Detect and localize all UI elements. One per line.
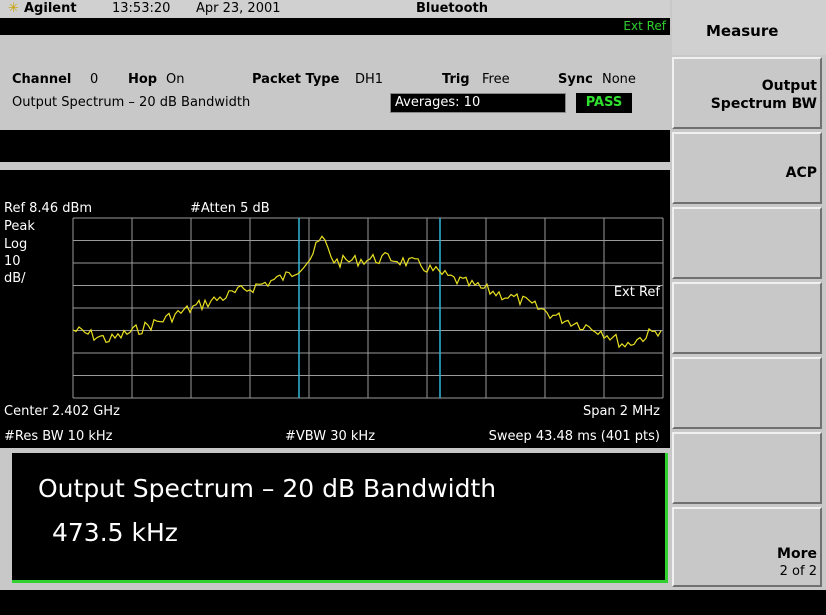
graticule (72, 217, 664, 399)
center-freq: Center 2.402 GHz (4, 404, 120, 419)
softkey[interactable]: ACP (672, 132, 822, 204)
sweep: Sweep 43.48 ms (401 pts) (489, 429, 660, 444)
softkey-label: More (777, 546, 817, 562)
brand: Agilent (24, 1, 77, 16)
softkey[interactable] (672, 207, 822, 279)
trace (72, 235, 662, 349)
softkey[interactable]: More 2 of 2 (672, 507, 822, 587)
value: On (166, 72, 185, 87)
time: 13:53:20 (112, 1, 171, 16)
attenuation: #Atten 5 dB (190, 201, 270, 216)
label: Sync (558, 72, 593, 87)
label: Hop (128, 72, 158, 87)
ref-level: Ref 8.46 dBm (4, 201, 92, 216)
ext-ref: Ext Ref (614, 285, 661, 300)
label: Packet Type (252, 72, 340, 87)
spectrum-display: Ref 8.46 dBm #Atten 5 dB Peak Log 10 dB/… (0, 170, 670, 448)
softkey[interactable] (672, 357, 822, 429)
value: DH1 (355, 72, 384, 87)
scale: 10 (4, 254, 21, 269)
message-bar (0, 18, 670, 35)
logo: ✳ (8, 1, 19, 16)
value: 0 (90, 72, 99, 87)
ext-ref: Ext Ref (623, 19, 666, 33)
averages: Averages: 10 (390, 93, 566, 113)
detector: Peak (4, 219, 35, 234)
pass-indicator: PASS (576, 93, 632, 113)
result-value: 473.5 kHz (52, 518, 178, 547)
scale: Log (4, 237, 27, 252)
measurement-name: Output Spectrum – 20 dB Bandwidth (12, 95, 251, 110)
mode: Bluetooth (416, 1, 488, 16)
label: Channel (12, 72, 72, 87)
status-bar (0, 590, 826, 615)
label: Trig (442, 72, 470, 87)
scale: dB/ (4, 271, 26, 286)
softkey[interactable] (672, 282, 822, 354)
span: Span 2 MHz (583, 404, 660, 419)
value: None (602, 72, 636, 87)
display-bg (0, 170, 670, 448)
value: Free (482, 72, 510, 87)
date: Apr 23, 2001 (196, 1, 281, 16)
title-bar (0, 0, 670, 18)
result-title: Output Spectrum – 20 dB Bandwidth (38, 474, 497, 503)
rbw: #Res BW 10 kHz (4, 429, 113, 444)
softkey[interactable] (672, 432, 822, 504)
menu-title-bg (672, 0, 826, 55)
vbw: #VBW 30 kHz (285, 429, 375, 444)
result-box (12, 453, 668, 583)
softkey[interactable]: Output Spectrum BW (672, 57, 822, 129)
softkey-label: 2 of 2 (779, 564, 817, 579)
softkey-label: Spectrum BW (710, 96, 817, 112)
input-bar (0, 130, 670, 162)
softkey-label: Output (761, 78, 817, 94)
softkey-label: ACP (785, 165, 817, 181)
menu-title: Measure (706, 22, 779, 40)
